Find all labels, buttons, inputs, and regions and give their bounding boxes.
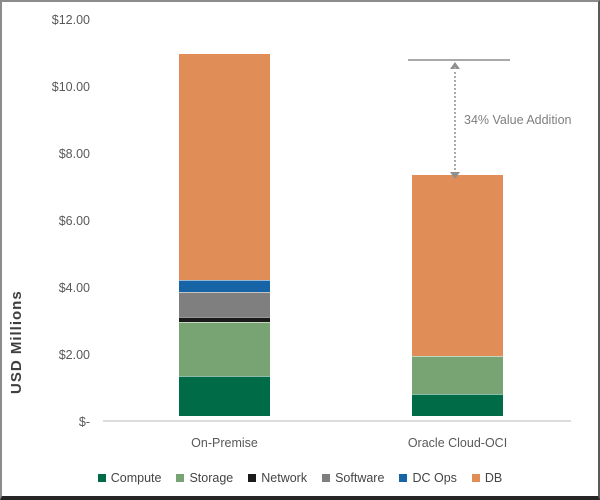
bar-segment-compute — [179, 375, 270, 416]
legend: Compute Storage Network Software DC Ops DB — [2, 471, 598, 485]
stacked-bar — [412, 174, 503, 416]
legend-item-storage: Storage — [176, 471, 233, 485]
legend-item-db: DB — [471, 471, 503, 485]
y-tick-label: $8.00 — [58, 147, 90, 161]
y-tick-label: $12.00 — [51, 13, 90, 27]
legend-label: Compute — [110, 471, 162, 485]
legend-marker-icon — [248, 474, 257, 482]
value-addition-arrow — [449, 62, 461, 179]
annotation-label: 34% Value Addition — [464, 112, 572, 127]
legend-label: DB — [484, 471, 503, 485]
x-axis-line — [103, 420, 571, 422]
legend-label: Software — [335, 471, 385, 485]
reference-line — [408, 59, 510, 62]
stacked-bar — [179, 54, 270, 416]
legend-label: Network — [261, 471, 308, 485]
legend-label: DC Ops — [412, 471, 457, 485]
bar-segment-network — [179, 317, 270, 323]
y-tick-label: $10.00 — [51, 80, 90, 94]
legend-item-dc-ops: DC Ops — [399, 471, 457, 485]
y-tick-label: $6.00 — [58, 214, 90, 228]
y-tick-label: $4.00 — [58, 281, 90, 295]
bar-segment-storage — [412, 355, 503, 395]
bar-segment-db — [179, 54, 270, 281]
bar-segment-software — [179, 292, 270, 318]
legend-marker-icon — [97, 474, 106, 482]
bar-segment-db — [412, 174, 503, 356]
bar-segment-storage — [179, 322, 270, 376]
legend-item-software: Software — [322, 471, 384, 485]
legend-marker-icon — [399, 474, 408, 482]
legend-marker-icon — [176, 474, 185, 482]
category-label: On-Premise — [191, 436, 258, 450]
legend-item-network: Network — [248, 471, 307, 485]
legend-label: Storage — [189, 471, 234, 485]
y-tick-label: $2.00 — [58, 348, 90, 362]
arrowhead-down-icon — [450, 171, 460, 179]
bar-segment-dc-ops — [179, 280, 270, 293]
category-label: Oracle Cloud-OCI — [407, 436, 508, 450]
legend-marker-icon — [322, 474, 331, 482]
bar-segment-compute — [412, 394, 503, 416]
dotted-arrow-shaft — [454, 67, 456, 174]
arrowhead-up-icon — [450, 62, 460, 70]
y-tick-label: $- — [78, 415, 90, 429]
legend-item-compute: Compute — [97, 471, 162, 485]
legend-marker-icon — [471, 474, 480, 482]
